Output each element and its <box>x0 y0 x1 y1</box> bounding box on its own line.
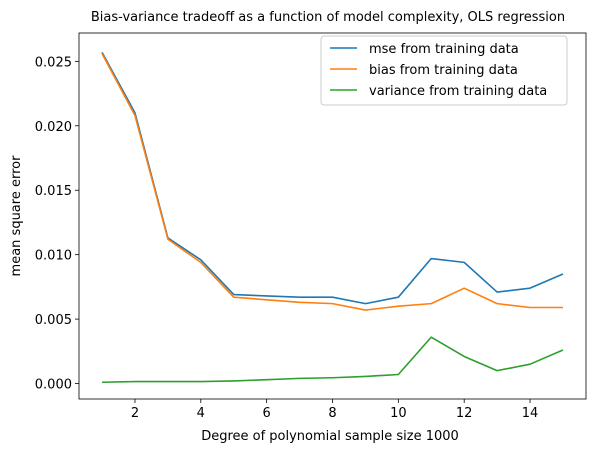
y-tick-label: 0.005 <box>35 313 72 328</box>
x-tick-label: 4 <box>197 406 205 421</box>
x-tick-label: 2 <box>131 406 139 421</box>
x-tick-label: 6 <box>263 406 271 421</box>
legend: mse from training data bias from training… <box>320 35 568 106</box>
y-tick-label: 0.010 <box>35 249 72 264</box>
legend-box <box>320 35 568 106</box>
legend-label-3: variance from training data <box>369 84 547 99</box>
series-line-2 <box>101 53 563 311</box>
y-tick-label: 0.000 <box>35 378 72 393</box>
series-line-1 <box>101 51 564 305</box>
y-axis-label: mean square error <box>9 155 24 277</box>
y-tick-label: 0.025 <box>35 55 72 70</box>
chart-title: Bias-variance tradeoff as a function of … <box>91 10 565 25</box>
plot-lines <box>101 51 564 384</box>
x-tick-label: 14 <box>522 406 539 421</box>
y-tick-label: 0.020 <box>35 120 72 135</box>
legend-label-2: bias from training data <box>369 63 518 78</box>
y-tick-label: 0.015 <box>35 184 72 199</box>
series-line-3 <box>102 336 564 384</box>
x-tick-label: 12 <box>456 406 473 421</box>
legend-label-1: mse from training data <box>369 42 519 57</box>
y-axis: 0.000 0.005 0.010 0.015 0.020 0.025 <box>35 55 79 393</box>
x-axis-label: Degree of polynomial sample size 1000 <box>201 429 459 444</box>
x-axis: 2 4 6 8 10 12 14 <box>131 399 538 421</box>
x-tick-label: 8 <box>328 406 336 421</box>
x-tick-label: 10 <box>390 406 407 421</box>
